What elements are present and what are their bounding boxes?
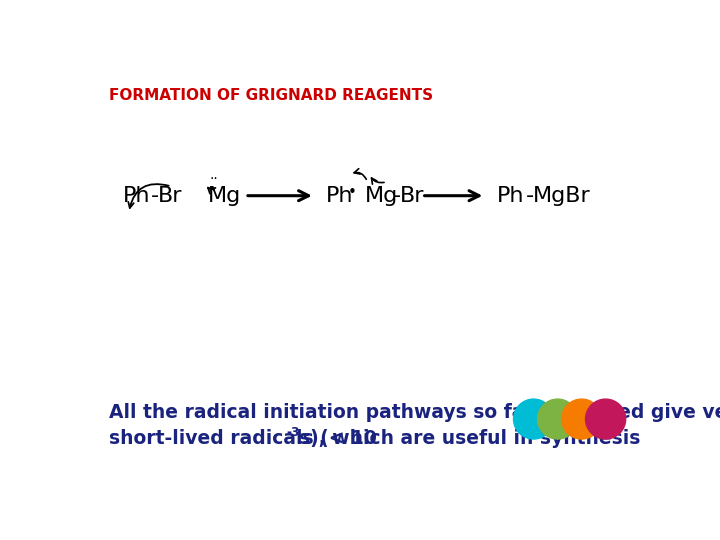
Text: MgBr: MgBr — [534, 186, 591, 206]
Circle shape — [585, 399, 626, 439]
Circle shape — [513, 399, 554, 439]
Text: Ph: Ph — [326, 186, 354, 206]
Text: -3: -3 — [286, 426, 300, 438]
Text: Ph: Ph — [497, 186, 524, 206]
Text: -: - — [150, 186, 158, 206]
Text: Mg: Mg — [208, 186, 241, 206]
Text: •: • — [348, 185, 356, 200]
Text: -: - — [393, 186, 401, 206]
Circle shape — [538, 399, 577, 439]
Text: All the radical initiation pathways so far discussed give very reactive,: All the radical initiation pathways so f… — [109, 403, 720, 422]
Text: -: - — [526, 186, 534, 206]
Text: Mg: Mg — [365, 186, 398, 206]
Text: Br: Br — [158, 186, 183, 206]
Text: ··: ·· — [210, 172, 218, 186]
Text: FORMATION OF GRIGNARD REAGENTS: FORMATION OF GRIGNARD REAGENTS — [109, 88, 433, 103]
Text: s), which are useful in synthesis: s), which are useful in synthesis — [300, 429, 641, 448]
Circle shape — [562, 399, 602, 439]
Text: short-lived radicals (< 10: short-lived radicals (< 10 — [109, 429, 377, 448]
Text: Br: Br — [400, 186, 425, 206]
Text: Ph: Ph — [122, 186, 150, 206]
